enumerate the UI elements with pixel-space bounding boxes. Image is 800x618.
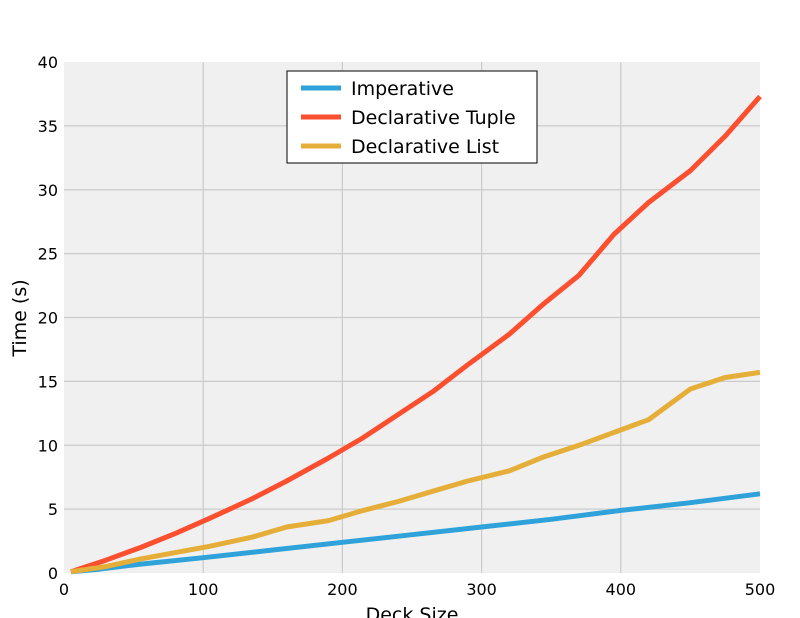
legend-label-declarative-tuple: Declarative Tuple bbox=[351, 107, 516, 129]
y-tick-label: 20 bbox=[38, 309, 58, 328]
x-tick-label: 100 bbox=[188, 580, 219, 599]
y-tick-label: 10 bbox=[38, 436, 58, 455]
y-tick-label: 35 bbox=[38, 117, 58, 136]
y-axis-label: Time (s) bbox=[9, 279, 31, 357]
x-tick-label: 200 bbox=[327, 580, 358, 599]
x-tick-label: 0 bbox=[59, 580, 69, 599]
x-tick-label: 400 bbox=[606, 580, 637, 599]
series-lines bbox=[70, 94, 762, 575]
y-tick-label: 25 bbox=[38, 245, 58, 264]
y-tick-label: 5 bbox=[48, 500, 58, 519]
y-tick-label: 40 bbox=[38, 53, 58, 72]
legend-label-imperative: Imperative bbox=[351, 78, 454, 100]
x-tick-label: 300 bbox=[466, 580, 497, 599]
y-tick-label: 15 bbox=[38, 372, 58, 391]
x-axis-label: Deck Size bbox=[366, 604, 459, 618]
x-tick-label: 500 bbox=[745, 580, 776, 599]
series-line-declarative-list bbox=[70, 369, 761, 575]
series-line-declarative-tuple bbox=[70, 94, 762, 575]
y-tick-label: 30 bbox=[38, 181, 58, 200]
legend: Imperative Declarative Tuple Declarative… bbox=[286, 70, 538, 164]
series-line-imperative bbox=[70, 491, 761, 575]
y-tick-label: 0 bbox=[48, 564, 58, 583]
legend-label-declarative-list: Declarative List bbox=[351, 136, 499, 158]
